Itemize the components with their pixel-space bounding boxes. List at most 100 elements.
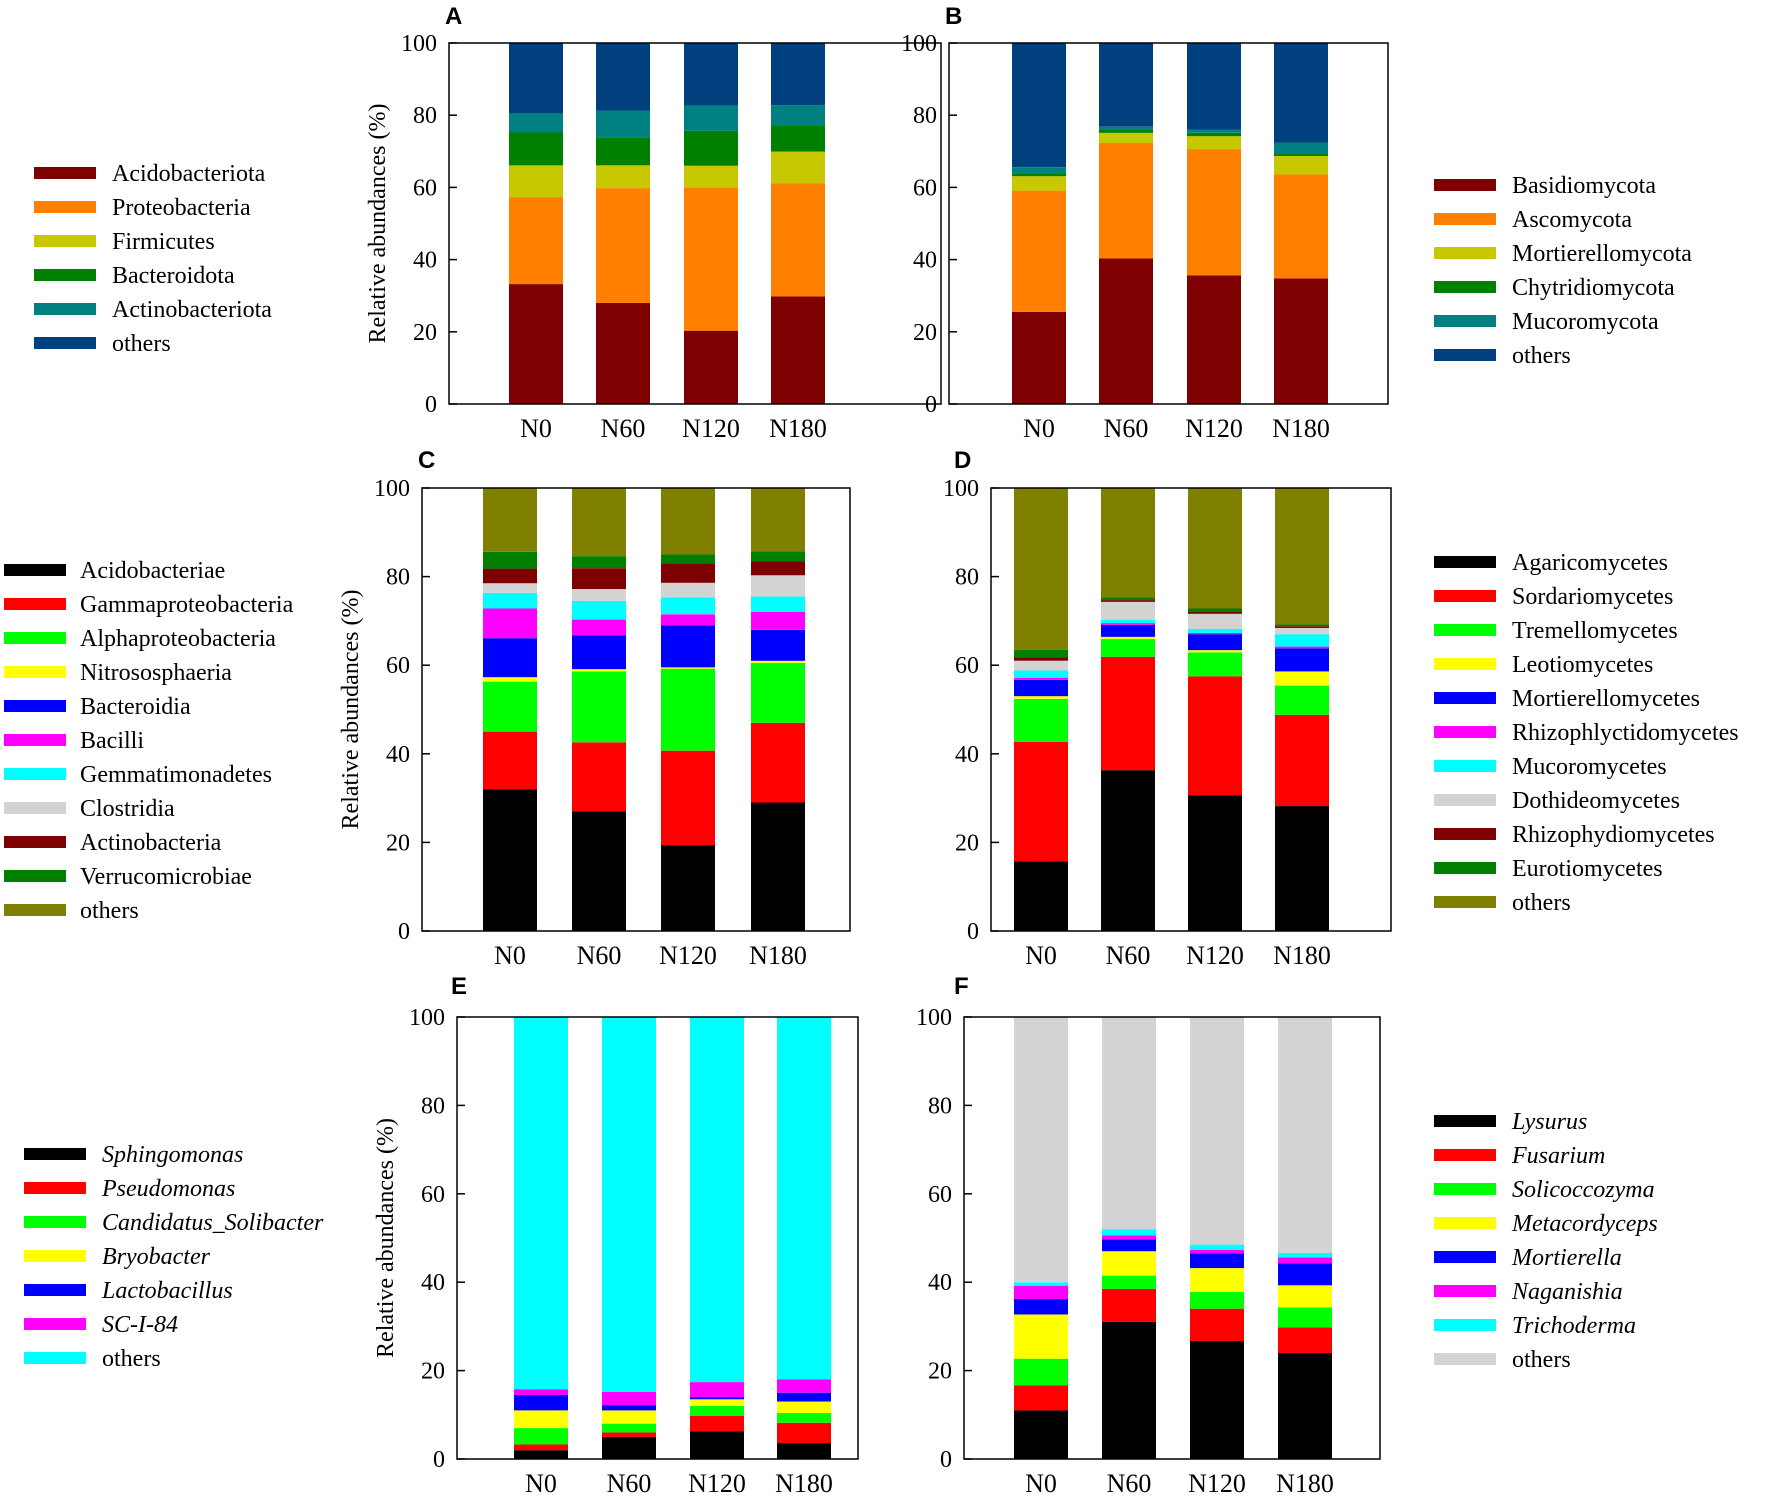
panel-b-bar-segment bbox=[1274, 153, 1328, 156]
panel-d-legend-swatch bbox=[1434, 556, 1496, 568]
panel-e-bar-segment bbox=[777, 1392, 831, 1402]
panel-a-bar-segment bbox=[684, 165, 738, 188]
panel-f-xtick-label: N0 bbox=[1025, 1469, 1057, 1498]
panel-b-legend-swatch bbox=[1434, 179, 1496, 191]
panel-e-ytick-label: 20 bbox=[421, 1359, 445, 1385]
panel-b-bar-segment bbox=[1012, 43, 1066, 168]
panel-c-bar-segment bbox=[751, 575, 805, 597]
panel-c-xtick-label: N0 bbox=[494, 941, 526, 970]
panel-d-bar-segment bbox=[1101, 597, 1155, 601]
panel-d-bar-segment bbox=[1014, 488, 1068, 650]
panel-f-bar-segment bbox=[1278, 1307, 1332, 1328]
panel-c-bar-segment bbox=[661, 488, 715, 555]
panel-a-legend-swatch bbox=[34, 235, 96, 247]
panel-e-bar-segment bbox=[690, 1415, 744, 1432]
panel-e-ytick-label: 40 bbox=[421, 1270, 445, 1296]
panel-f-bar-segment bbox=[1278, 1253, 1332, 1258]
panel-a-bar-segment bbox=[771, 296, 825, 404]
panel-d-bar-segment bbox=[1275, 624, 1329, 627]
panel-d-bar-segment bbox=[1275, 488, 1329, 625]
panel-c-bar-segment bbox=[483, 638, 537, 678]
panel-a-legend-swatch bbox=[34, 337, 96, 349]
panel-f-bar-segment bbox=[1190, 1253, 1244, 1269]
panel-d-bar-segment bbox=[1101, 639, 1155, 657]
panel-a-bar-segment bbox=[509, 284, 563, 404]
panel-e-bar-segment bbox=[777, 1379, 831, 1393]
panel-a-bar-segment bbox=[509, 43, 563, 114]
panel-d-bar-segment bbox=[1014, 696, 1068, 699]
panel-d-bar-segment bbox=[1188, 634, 1242, 651]
panel-d-bar-segment bbox=[1188, 611, 1242, 614]
panel-c-bar-segment bbox=[661, 614, 715, 626]
panel-d-legend-label: Agaricomycetes bbox=[1512, 550, 1668, 576]
panel-b-bar-segment bbox=[1099, 143, 1153, 259]
panel-c-bar-segment bbox=[572, 811, 626, 932]
panel-c-bar-segment bbox=[483, 731, 537, 790]
panel-b-bar-segment bbox=[1187, 132, 1241, 137]
panel-b-legend-label: Ascomycota bbox=[1512, 207, 1632, 233]
panel-c-bar-segment bbox=[751, 561, 805, 576]
panel-f-bar-segment bbox=[1102, 1017, 1156, 1230]
panel-f-legend-label: Mortierella bbox=[1511, 1245, 1622, 1271]
panel-d-legend-label: Mucoromycetes bbox=[1512, 754, 1667, 780]
panel-c-ytick-label: 80 bbox=[386, 565, 410, 591]
panel-b-bar-segment bbox=[1012, 173, 1066, 177]
panel-f-bar-segment bbox=[1190, 1291, 1244, 1309]
panel-d-legend-swatch bbox=[1434, 794, 1496, 806]
panel-e-legend-label: SC-I-84 bbox=[102, 1312, 178, 1338]
panel-e-xtick-label: N0 bbox=[525, 1469, 557, 1498]
panel-a-bar-segment bbox=[771, 126, 825, 152]
panel-c-legend-swatch bbox=[4, 700, 66, 712]
panel-f-ytick-label: 60 bbox=[928, 1182, 952, 1208]
panel-c-legend-swatch bbox=[4, 734, 66, 746]
panel-a-bar-segment bbox=[684, 187, 738, 331]
panel-b-ytick-label: 40 bbox=[913, 248, 937, 274]
panel-a-ytick-label: 20 bbox=[413, 320, 437, 346]
panel-c-legend-swatch bbox=[4, 632, 66, 644]
panel-a-bar-segment bbox=[509, 197, 563, 285]
panel-c-label: C bbox=[418, 447, 435, 474]
panel-d-bar-segment bbox=[1188, 650, 1242, 653]
panel-d-legend-swatch bbox=[1434, 862, 1496, 874]
panel-b: B 0 20 40 60 80 100 N0 N60 N120 N180 Basidiomycota A… bbox=[901, 3, 1692, 443]
panel-b-xtick-label: N60 bbox=[1104, 414, 1149, 443]
panel-a-legend-swatch bbox=[34, 269, 96, 281]
panel-f-bar-segment bbox=[1190, 1017, 1244, 1245]
panel-d-bar-segment bbox=[1101, 601, 1155, 620]
panel-e-bar-segment bbox=[777, 1413, 831, 1423]
panel-e-label: E bbox=[451, 973, 467, 1000]
panel-f-bar-segment bbox=[1102, 1322, 1156, 1460]
panel-d-bar-segment bbox=[1275, 648, 1329, 672]
panel-f-legend-swatch bbox=[1434, 1183, 1496, 1195]
panel-b-legend-swatch bbox=[1434, 213, 1496, 225]
panel-f-legend-label: Lysurus bbox=[1511, 1109, 1587, 1135]
panel-e-bar-segment bbox=[690, 1431, 744, 1460]
panel-f-bar-segment bbox=[1014, 1410, 1068, 1460]
panel-a-bar-segment bbox=[509, 113, 563, 133]
panel-b-bar-segment bbox=[1187, 136, 1241, 150]
panel-e-legend-swatch bbox=[24, 1284, 86, 1296]
panel-e-bar-segment bbox=[602, 1391, 656, 1406]
panel-e-bar-segment bbox=[602, 1410, 656, 1424]
panel-f-xtick-label: N120 bbox=[1188, 1469, 1246, 1498]
panel-c-legend-label: Gammaproteobacteria bbox=[80, 592, 294, 618]
panel-e-ylabel: Relative abundances (%) bbox=[373, 1118, 399, 1358]
panel-c-xtick-label: N180 bbox=[749, 941, 807, 970]
panel-c-axes-frame bbox=[421, 487, 851, 932]
panel-f-bar-segment bbox=[1190, 1244, 1244, 1250]
panel-f-bar-segment bbox=[1014, 1017, 1068, 1283]
panel-c-bar-segment bbox=[572, 568, 626, 590]
panel-a-label: A bbox=[445, 3, 462, 30]
panel-d-legend-swatch bbox=[1434, 828, 1496, 840]
panel-f-bar-segment bbox=[1014, 1314, 1068, 1359]
panel-b-legend-label: Basidiomycota bbox=[1512, 173, 1656, 199]
panel-e-bar-segment bbox=[602, 1423, 656, 1433]
panel-f-legend-swatch bbox=[1434, 1285, 1496, 1297]
panel-c-bar-segment bbox=[572, 669, 626, 672]
panel-a-ytick-label: 0 bbox=[425, 392, 437, 418]
panel-d: D 0 20 40 60 80 100 N0 N60 N120 N180 Agaricomycetes… bbox=[943, 447, 1739, 970]
panel-e-legend-swatch bbox=[24, 1216, 86, 1228]
panel-d-legend-swatch bbox=[1434, 658, 1496, 670]
panel-e-bar-segment bbox=[514, 1444, 568, 1451]
panel-c-bar-segment bbox=[751, 551, 805, 562]
